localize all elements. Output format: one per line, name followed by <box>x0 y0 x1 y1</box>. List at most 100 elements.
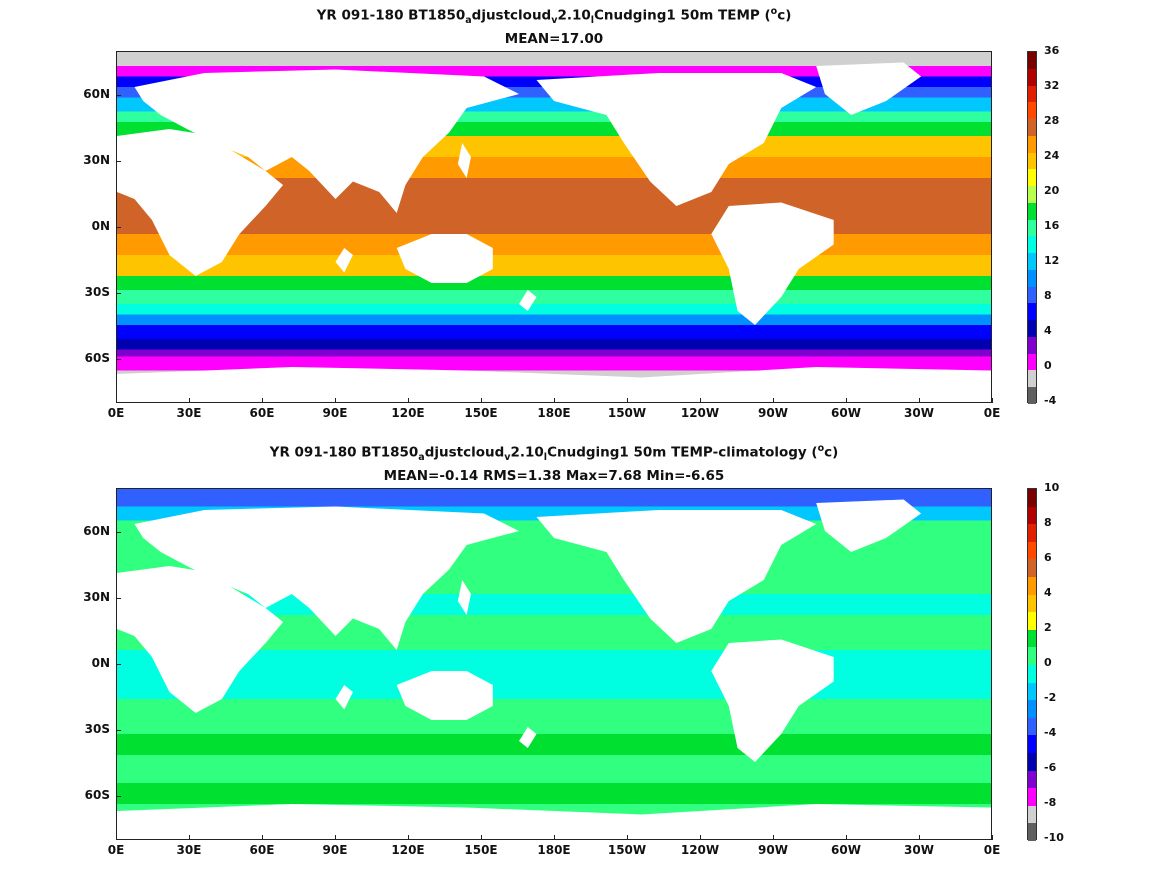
lon-tick <box>554 835 555 840</box>
lon-tick <box>773 835 774 840</box>
lon-tick-label: 90W <box>758 406 788 420</box>
panel2-field <box>117 489 991 839</box>
panel1-band <box>117 339 991 351</box>
colorbar-tick-label: 4 <box>1044 586 1052 599</box>
colorbar-segment <box>1028 665 1036 684</box>
land-greenland <box>816 63 921 116</box>
lon-tick-label: 0E <box>983 843 1001 857</box>
panel2-map <box>116 488 992 840</box>
colorbar-tick-label: 0 <box>1044 359 1052 372</box>
lon-tick-label: 60W <box>831 843 861 857</box>
land-nz <box>519 727 536 748</box>
colorbar-segment <box>1028 320 1036 338</box>
colorbar-segment <box>1028 541 1036 560</box>
lat-tick <box>116 532 121 533</box>
panel2-subtitle: MEAN=-0.14 RMS=1.38 Max=7.68 Min=-6.65 <box>383 468 725 484</box>
land-antarctica <box>117 804 991 839</box>
panel1-band <box>117 304 991 316</box>
lon-tick <box>554 398 555 403</box>
panel2-band <box>117 699 991 735</box>
lon-tick-label: 30W <box>904 406 934 420</box>
lat-tick-label: 60N <box>83 87 110 101</box>
panel1-map <box>116 51 992 403</box>
lon-tick <box>919 835 920 840</box>
lon-tick-label: 150E <box>464 843 498 857</box>
lat-tick-label: 0N <box>91 656 110 670</box>
lat-tick-label: 30S <box>84 722 110 736</box>
panel1-band <box>117 325 991 340</box>
colorbar-tick-label: 24 <box>1044 149 1060 162</box>
colorbar-segment <box>1028 303 1036 321</box>
lon-tick <box>335 835 336 840</box>
panel1-band <box>117 66 991 78</box>
lon-tick-label: 90W <box>758 843 788 857</box>
colorbar-segment <box>1028 169 1036 187</box>
lon-tick <box>627 835 628 840</box>
panel1-band <box>117 290 991 305</box>
lon-tick-label: 120W <box>680 406 720 420</box>
panel2-band <box>117 755 991 784</box>
colorbar-segment <box>1028 186 1036 204</box>
colorbar-segment <box>1028 805 1036 824</box>
lon-tick <box>846 398 847 403</box>
colorbar-segment <box>1028 336 1036 355</box>
lon-tick <box>116 835 117 840</box>
panel1-field <box>117 52 991 402</box>
land-northamerica <box>537 510 817 643</box>
colorbar-segment <box>1028 202 1036 221</box>
colorbar-segment <box>1028 286 1036 304</box>
colorbar-tick-label: -8 <box>1044 796 1057 809</box>
lon-tick-label: 120W <box>680 843 720 857</box>
lon-tick-label: 60E <box>249 843 275 857</box>
colorbar-tick-label: 36 <box>1044 44 1060 57</box>
panel2-band <box>117 734 991 756</box>
lat-tick-label: 60S <box>84 351 110 365</box>
panel1-band <box>117 52 991 67</box>
land-antarctica <box>117 367 991 402</box>
land-southamerica <box>711 203 833 326</box>
lat-tick-label: 30N <box>83 590 110 604</box>
lon-tick <box>992 398 993 403</box>
panel2-band <box>117 489 991 508</box>
lat-tick <box>116 730 121 731</box>
lon-tick-label: 90E <box>322 843 348 857</box>
colorbar-segment <box>1028 735 1036 754</box>
lon-tick <box>189 835 190 840</box>
colorbar-segment <box>1028 135 1036 154</box>
panel1-band <box>117 356 991 372</box>
lon-tick <box>481 835 482 840</box>
colorbar-segment <box>1028 717 1036 736</box>
panel1-title: YR 091-180 BT1850adjustcloudv2.10lCnudgi… <box>316 6 792 27</box>
colorbar-segment <box>1028 489 1036 508</box>
panel2-colorbar <box>1027 488 1037 842</box>
land-africa <box>117 566 283 713</box>
panel2-band <box>117 650 991 700</box>
colorbar-tick-label: 28 <box>1044 114 1060 127</box>
colorbar-segment <box>1028 647 1036 666</box>
lon-tick-label: 90E <box>322 406 348 420</box>
colorbar-segment <box>1028 102 1036 120</box>
lon-tick-label: 30W <box>904 843 934 857</box>
panel1-band <box>117 276 991 291</box>
colorbar-tick-label: -4 <box>1044 726 1057 739</box>
land-greenland <box>816 500 921 553</box>
colorbar-tick-label: 8 <box>1044 516 1052 529</box>
lon-tick <box>189 398 190 403</box>
lon-tick <box>116 398 117 403</box>
land-japan <box>458 580 471 615</box>
panel1-band <box>117 349 991 358</box>
colorbar-segment <box>1028 219 1036 237</box>
colorbar-tick-label: 10 <box>1044 481 1060 494</box>
lat-tick-label: 30N <box>83 153 110 167</box>
lon-tick-label: 0E <box>107 406 125 420</box>
lon-tick-label: 150E <box>464 406 498 420</box>
colorbar-segment <box>1028 753 1036 772</box>
colorbar-segment <box>1028 85 1036 103</box>
colorbar-segment <box>1028 253 1036 271</box>
land-africa <box>117 129 283 276</box>
lon-tick <box>262 398 263 403</box>
colorbar-segment <box>1028 770 1036 789</box>
lat-tick-label: 0N <box>91 219 110 233</box>
lon-tick-label: 120E <box>391 843 425 857</box>
lon-tick-label: 180E <box>537 843 571 857</box>
